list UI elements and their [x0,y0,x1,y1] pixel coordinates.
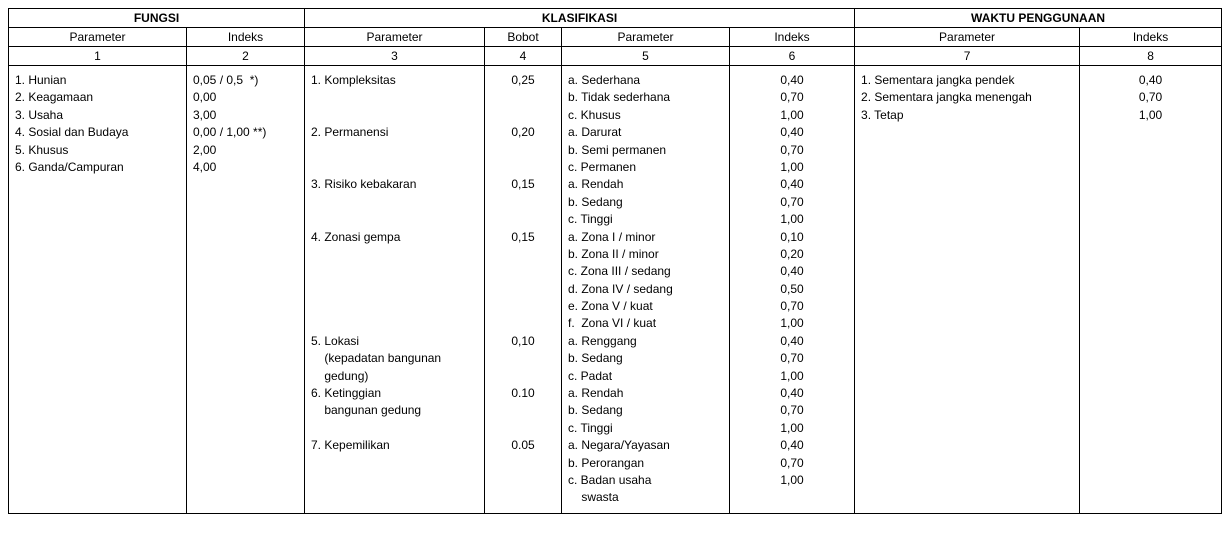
klasifikasi-subparam: a. Sederhana b. Tidak sederhana c. Khusu… [562,66,730,514]
colnum-8: 8 [1080,47,1222,66]
klasifikasi-param: 1. Kompleksitas 2. Permanensi 3. Risiko … [305,66,485,514]
header-row-groups: FUNGSI KLASIFIKASI WAKTU PENGGUNAAN [9,9,1222,28]
header-klasifikasi: KLASIFIKASI [305,9,855,28]
colnum-2: 2 [187,47,305,66]
sub-parameter-1: Parameter [9,28,187,47]
colnum-6: 6 [730,47,855,66]
sub-parameter-3: Parameter [562,28,730,47]
header-row-nums: 1 2 3 4 5 6 7 8 [9,47,1222,66]
sub-parameter-2: Parameter [305,28,485,47]
fungsi-parameter: 1. Hunian 2. Keagamaan 3. Usaha 4. Sosia… [9,66,187,514]
colnum-4: 4 [485,47,562,66]
klasifikasi-bobot: 0,25 0,20 0,15 0,15 0,10 0.10 0.05 [485,66,562,514]
colnum-1: 1 [9,47,187,66]
colnum-3: 3 [305,47,485,66]
waktu-parameter: 1. Sementara jangka pendek 2. Sementara … [855,66,1080,514]
sub-indeks-1: Indeks [187,28,305,47]
waktu-indeks: 0,40 0,70 1,00 [1080,66,1222,514]
fungsi-indeks: 0,05 / 0,5 *) 0,00 3,00 0,00 / 1,00 **) … [187,66,305,514]
body-row: 1. Hunian 2. Keagamaan 3. Usaha 4. Sosia… [9,66,1222,514]
colnum-5: 5 [562,47,730,66]
main-table: FUNGSI KLASIFIKASI WAKTU PENGGUNAAN Para… [8,8,1222,514]
sub-bobot: Bobot [485,28,562,47]
header-row-sub: Parameter Indeks Parameter Bobot Paramet… [9,28,1222,47]
sub-parameter-4: Parameter [855,28,1080,47]
sub-indeks-2: Indeks [730,28,855,47]
sub-indeks-3: Indeks [1080,28,1222,47]
colnum-7: 7 [855,47,1080,66]
header-fungsi: FUNGSI [9,9,305,28]
klasifikasi-subindeks: 0,40 0,70 1,00 0,40 0,70 1,00 0,40 0,70 … [730,66,855,514]
header-waktu: WAKTU PENGGUNAAN [855,9,1222,28]
